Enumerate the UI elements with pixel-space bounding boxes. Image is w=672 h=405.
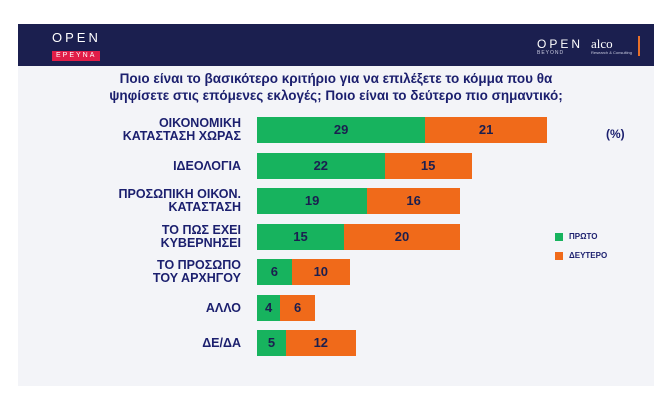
legend-swatch-second: [555, 251, 563, 260]
partner-logo: alco: [591, 36, 613, 51]
category-label: ΤΟ ΠΩΣ ΕΧΕΙ ΚΥΒΕΡΝΗΣΕΙ: [161, 224, 241, 250]
category-label: ΤΟ ΠΡΟΣΩΠΟ ΤΟΥ ΑΡΧΗΓΟΥ: [153, 259, 241, 285]
logo-divider: [637, 36, 640, 56]
legend-item-first: ΠΡΩΤΟ: [555, 232, 598, 241]
category-label-line: ΑΛΛΟ: [205, 300, 241, 315]
category-label-line: ΤΟ ΠΩΣ ΕΧΕΙ: [161, 223, 241, 237]
bar-first: [257, 295, 281, 321]
value-label-first: 5: [267, 335, 276, 350]
chart-title: Ποιο είναι το βασικότερο κριτήριο για να…: [18, 70, 654, 104]
open-beyond-alco-logo: OPEN BEYOND alco Research & Consulting: [537, 36, 640, 56]
value-label-second: 12: [313, 335, 329, 350]
bar-first: [257, 117, 426, 143]
category-label-line: ΚΑΤΑΣΤΑΣΗ ΧΩΡΑΣ: [122, 129, 241, 143]
unit-label: (%): [606, 127, 625, 141]
category-label-line: ΤΟΥ ΑΡΧΗΓΟΥ: [152, 271, 241, 285]
value-label-first: 6: [270, 264, 279, 279]
category-label-line: ΚΥΒΕΡΝΗΣΕΙ: [160, 236, 241, 250]
value-label-second: 20: [394, 229, 410, 244]
bar-second: [286, 330, 356, 356]
value-label-second: 16: [406, 193, 421, 208]
logo-right-sub: BEYOND: [537, 50, 565, 56]
bar-first: [257, 188, 368, 214]
legend-item-second: ΔΕΥΤΕΡΟ: [555, 251, 607, 260]
bar-second: [280, 295, 315, 321]
category-label-line: ΟΙΚΟΝΟΜΙΚΗ: [158, 116, 241, 130]
value-label-first: 19: [304, 193, 320, 208]
value-label-second: 15: [420, 158, 436, 173]
value-label-first: 22: [313, 158, 329, 173]
bar-first: [257, 224, 344, 250]
legend-swatch-first: [555, 232, 563, 241]
value-label-first: 15: [293, 229, 308, 244]
category-label-line: ΠΡΟΣΩΠΙΚΗ ΟΙΚΟΝ.: [118, 187, 241, 201]
open-ereuna-logo: OPEN ΕΡΕΥΝΑ: [52, 31, 101, 62]
chart-title-line-1: Ποιο είναι το βασικότερο κριτήριο για να…: [119, 71, 553, 86]
header-bar: [18, 24, 654, 66]
value-label-second: 21: [478, 122, 494, 137]
bar-second: [384, 153, 472, 179]
category-label-line: ΚΑΤΑΣΤΑΣΗ: [168, 200, 241, 214]
logo-left-main: OPEN: [52, 30, 101, 45]
category-label-line: ΙΔΕΟΛΟΓΙΑ: [173, 158, 241, 173]
category-label-line: ΤΟ ΠΡΟΣΩΠΟ: [157, 258, 241, 272]
bar-second: [344, 224, 460, 250]
bar-second: [367, 188, 460, 214]
logo-left-sub: ΕΡΕΥΝΑ: [52, 51, 101, 61]
bar-first: [257, 330, 286, 356]
chart-title-line-2: ψηφίσετε στις επόμενες εκλογές; Ποιο είν…: [109, 88, 563, 103]
logo-right-main: OPEN: [537, 37, 584, 51]
legend-label-second: ΔΕΥΤΕΡΟ: [569, 251, 608, 260]
category-label: ΔΕ/ΔΑ: [202, 335, 241, 350]
category-label: ΟΙΚΟΝΟΜΙΚΗ ΚΑΤΑΣΤΑΣΗ ΧΩΡΑΣ: [123, 117, 241, 143]
value-label-second: 10: [313, 264, 329, 279]
value-label-first: 29: [333, 122, 349, 137]
bar-second: [425, 117, 547, 143]
category-label-line: ΔΕ/ΔΑ: [202, 335, 241, 350]
category-label: ΠΡΟΣΩΠΙΚΗ ΟΙΚΟΝ. ΚΑΤΑΣΤΑΣΗ: [118, 188, 241, 214]
value-label-second: 6: [293, 300, 302, 315]
category-label: ΙΔΕΟΛΟΓΙΑ: [173, 158, 241, 173]
bar-second: [291, 259, 350, 285]
value-label-first: 4: [264, 300, 273, 315]
bar-first: [257, 153, 385, 179]
bar-first: [257, 259, 292, 285]
partner-logo-sub: Research & Consulting: [591, 50, 632, 55]
legend-label-first: ΠΡΩΤΟ: [569, 232, 598, 241]
category-label: ΑΛΛΟ: [205, 300, 241, 315]
